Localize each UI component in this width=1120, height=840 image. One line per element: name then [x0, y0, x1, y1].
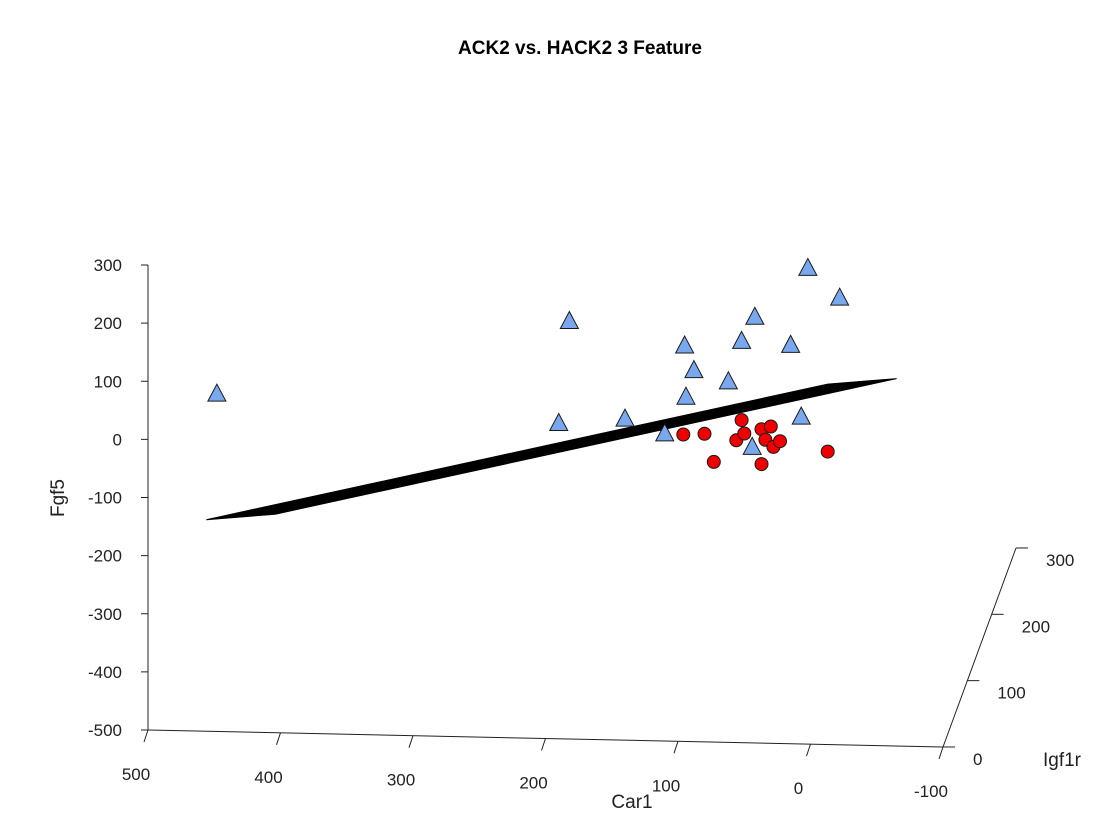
- triangle-marker: [718, 370, 739, 390]
- triangle-marker: [780, 334, 801, 353]
- x-tick-label: 300: [387, 771, 415, 790]
- triangle-marker: [674, 334, 695, 354]
- z-tick-label: -200: [88, 547, 122, 566]
- x-tick-mark: [938, 746, 944, 760]
- y-tick-label: 100: [997, 684, 1025, 703]
- x-tick-mark: [143, 729, 149, 743]
- circle-marker: [676, 427, 691, 442]
- tick-labels: 300 200 100 0 -100 -200 -300 -400 -500 500 400 300 2…: [88, 256, 1074, 801]
- circle-marker: [737, 426, 752, 441]
- x-tick-label: 400: [254, 768, 282, 787]
- circle-marker: [773, 434, 787, 449]
- triangle-marker: [207, 383, 227, 402]
- z-tick-label: 100: [94, 372, 122, 391]
- z-tick-label: 0: [113, 430, 122, 449]
- separating-plane: [206, 378, 897, 521]
- z-tick-label: -300: [88, 605, 122, 624]
- triangle-marker: [684, 359, 704, 379]
- y-tick-label: 200: [1022, 617, 1050, 636]
- z-axis-label: Fgf5: [48, 479, 69, 517]
- x-tick-mark: [276, 732, 281, 745]
- y-axis-line: [942, 547, 1017, 748]
- x-tick-mark: [673, 741, 679, 754]
- circle-marker: [697, 426, 712, 441]
- x-tick-label: 500: [122, 765, 150, 784]
- x-axis-label: Car1: [611, 792, 652, 813]
- circle-marker: [706, 454, 721, 469]
- triangle-marker: [654, 422, 675, 442]
- circle-marker: [754, 457, 769, 472]
- triangle-marker: [615, 408, 635, 427]
- triangle-marker: [731, 330, 752, 349]
- triangle-marker: [791, 406, 812, 425]
- x-tick-label: 100: [652, 776, 680, 795]
- triangle-marker: [829, 287, 850, 306]
- triangle-marker: [742, 436, 763, 455]
- triangle-marker: [798, 257, 818, 276]
- z-tick-label: 200: [94, 314, 122, 333]
- z-tick-label: -100: [88, 489, 122, 508]
- circle-marker: [763, 419, 778, 434]
- y-tick-label: 0: [973, 750, 982, 769]
- x-tick-label: 0: [794, 779, 803, 798]
- z-tick-label: -400: [88, 663, 122, 682]
- y-tick-label: 300: [1046, 551, 1074, 570]
- triangle-marker: [559, 310, 580, 329]
- z-tick-label: 300: [94, 256, 122, 275]
- triangle-marker: [548, 412, 569, 432]
- circle-marker: [820, 444, 835, 459]
- x-tick-mark: [408, 735, 414, 748]
- x-tick-mark: [541, 738, 546, 751]
- triangle-marker: [745, 306, 765, 325]
- x-tick-label: 200: [519, 773, 547, 792]
- circle-marker: [734, 413, 749, 428]
- x-tick-mark: [806, 743, 811, 757]
- z-tick-label: -500: [88, 721, 122, 740]
- axes: [141, 264, 1028, 760]
- y-axis-label: Igf1r: [1043, 750, 1082, 771]
- chart-title: ACK2 vs. HACK2 3 Feature: [458, 38, 702, 59]
- data-marks: [207, 257, 850, 472]
- separating-plane-layer: [206, 378, 897, 521]
- x-tick-label: -100: [914, 782, 948, 801]
- triangle-marker: [676, 386, 696, 405]
